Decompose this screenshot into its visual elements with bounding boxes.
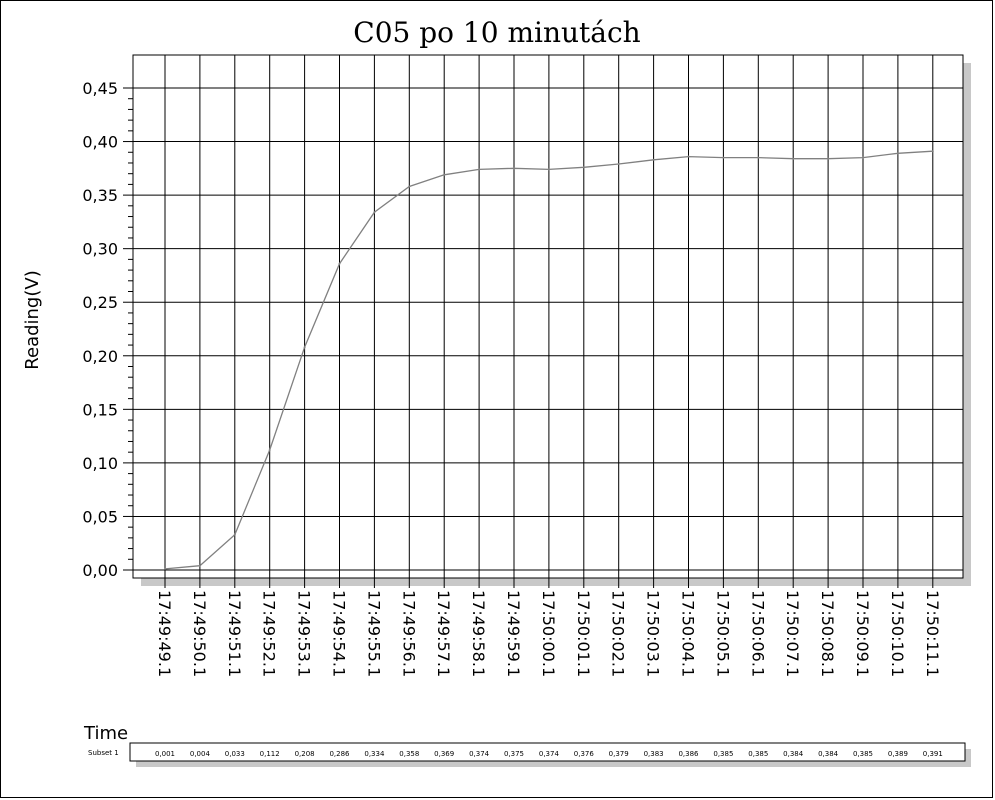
x-tick-label: 17:49:59.1 [504, 590, 523, 677]
x-tick-label: 17:49:49.1 [155, 590, 174, 677]
data-label: 0,286 [329, 750, 350, 758]
data-point [722, 156, 725, 159]
data-label: 0,004 [190, 750, 211, 758]
y-tick-label: 0,45 [82, 79, 118, 98]
x-tick-label: 17:50:05.1 [713, 590, 732, 677]
y-axis-label: Reading(V) [22, 270, 43, 369]
data-point [687, 155, 690, 158]
data-label: 0,385 [853, 750, 873, 758]
data-point [164, 567, 166, 570]
data-point [478, 168, 481, 171]
data-label: 0,385 [748, 750, 768, 758]
y-tick-label: 0,10 [82, 454, 118, 473]
data-label: 0,358 [399, 750, 419, 758]
x-tick-label: 17:50:08.1 [818, 590, 837, 677]
plot-area [132, 54, 964, 579]
data-point [513, 167, 515, 170]
x-tick-label: 17:49:50.1 [190, 590, 209, 677]
data-label: 0,369 [434, 750, 454, 758]
y-tick-label: 0,40 [82, 133, 118, 152]
data-point [652, 158, 655, 161]
data-label: 0,384 [818, 750, 839, 758]
data-label: 0,386 [678, 750, 699, 758]
chart-title: C05 po 10 minutách [353, 16, 640, 49]
x-tick-label: 17:49:57.1 [434, 590, 453, 677]
data-point [233, 533, 236, 536]
y-tick-label: 0,00 [82, 561, 118, 580]
data-label: 0,389 [888, 750, 908, 758]
data-point [582, 166, 585, 169]
data-point [862, 156, 864, 159]
x-axis-label: Time [83, 723, 128, 744]
x-tick-label: 17:50:09.1 [853, 590, 872, 677]
y-tick-label: 0,05 [82, 507, 118, 526]
data-point [338, 262, 341, 265]
data-point [303, 346, 306, 349]
y-tick-label: 0,15 [82, 400, 118, 419]
data-point [198, 564, 201, 567]
data-label: 0,385 [713, 750, 733, 758]
data-label: 0,376 [574, 750, 595, 758]
data-label: 0,208 [295, 750, 315, 758]
x-tick-label: 17:50:06.1 [748, 590, 767, 677]
x-tick-label: 17:49:56.1 [399, 590, 418, 677]
y-tick-label: 0,30 [82, 240, 118, 259]
x-tick-label: 17:50:11.1 [923, 590, 942, 677]
x-tick-label: 17:49:54.1 [330, 590, 349, 677]
data-point [757, 156, 760, 159]
data-label: 0,384 [783, 750, 804, 758]
data-point [896, 152, 899, 155]
x-tick-label: 17:50:03.1 [644, 590, 663, 677]
y-tick-label: 0,25 [82, 293, 118, 312]
data-point [931, 150, 934, 153]
x-tick-label: 17:50:07.1 [783, 590, 802, 677]
data-point [792, 157, 795, 160]
x-tick-label: 17:50:00.1 [539, 590, 558, 677]
data-label: 0,375 [504, 750, 524, 758]
data-label: 0,374 [539, 750, 560, 758]
x-tick-label: 17:50:10.1 [888, 590, 907, 677]
y-tick-label: 0,35 [82, 186, 118, 205]
data-label: 0,379 [609, 750, 629, 758]
x-tick-label: 17:49:51.1 [225, 590, 244, 677]
data-point [373, 211, 376, 214]
y-tick-label: 0,20 [82, 347, 118, 366]
data-label: 0,112 [260, 750, 280, 758]
data-label: 0,334 [364, 750, 385, 758]
data-label: 0,383 [644, 750, 664, 758]
data-point [408, 185, 411, 188]
data-point [268, 449, 271, 452]
x-tick-label: 17:49:58.1 [469, 590, 488, 677]
subset-name: Subset 1 [88, 749, 119, 757]
data-point [617, 163, 620, 166]
x-tick-label: 17:49:55.1 [364, 590, 383, 677]
x-tick-label: 17:50:04.1 [679, 590, 698, 677]
data-point [547, 168, 550, 171]
data-point [827, 157, 830, 160]
data-label: 0,033 [225, 750, 245, 758]
data-label: 0,374 [469, 750, 490, 758]
x-tick-label: 17:49:53.1 [295, 590, 314, 677]
data-point [443, 173, 446, 176]
x-tick-label: 17:49:52.1 [260, 590, 279, 677]
data-table [129, 742, 966, 762]
data-label: 0,391 [923, 750, 943, 758]
x-tick-label: 17:50:02.1 [609, 590, 628, 677]
x-tick-label: 17:50:01.1 [574, 590, 593, 677]
data-label: 0,001 [155, 750, 175, 758]
